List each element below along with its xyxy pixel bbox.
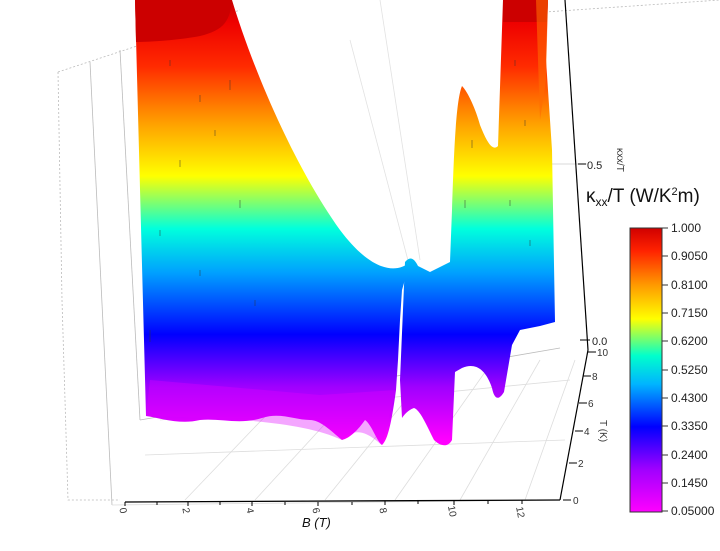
svg-text:12: 12 <box>513 506 526 519</box>
svg-text:10: 10 <box>597 348 609 359</box>
colorbar-tick: 0.2400 <box>671 448 708 462</box>
svg-text:6: 6 <box>309 507 321 515</box>
svg-text:8: 8 <box>592 372 598 383</box>
colorbar-tick: 0.5250 <box>671 363 708 377</box>
colorbar-tick: 0.8100 <box>671 278 708 292</box>
colorbar-tick: 0.7150 <box>671 306 708 320</box>
surface-mesh-marks <box>149 60 531 342</box>
colorbar-tick: 0.3350 <box>671 419 708 433</box>
surface-main <box>135 0 410 445</box>
colorbar-tick: 1.000 <box>671 221 702 235</box>
svg-text:8: 8 <box>376 507 388 515</box>
svg-text:T (K): T (K) <box>597 420 608 442</box>
colorbar-tick: 0.05000 <box>671 504 715 518</box>
svg-text:4: 4 <box>584 427 590 438</box>
t-axis <box>559 349 596 501</box>
svg-text:κxx/T: κxx/T <box>614 148 625 172</box>
colorbar-tick: 0.4300 <box>671 391 708 405</box>
svg-text:B (T): B (T) <box>302 515 331 530</box>
t-axis-labels: 10 8 6 4 2 0 T (K) <box>573 348 609 507</box>
colorbar-tick: 0.1450 <box>671 476 708 490</box>
colorbar-tick: 0.6200 <box>671 334 708 348</box>
svg-text:0.5: 0.5 <box>587 160 602 172</box>
colorbar-tick: 0.9050 <box>671 249 708 263</box>
svg-text:6: 6 <box>588 399 594 410</box>
z-axis: 0.5 0.0 κxx/T <box>564 0 625 351</box>
svg-text:4: 4 <box>243 507 255 515</box>
surface-peak-1 <box>400 0 555 446</box>
svg-text:0: 0 <box>573 496 579 507</box>
svg-text:2: 2 <box>578 459 584 470</box>
colorbar-title: κxx/T (W/K2m) <box>586 186 700 209</box>
b-axis: 0 2 4 6 8 10 12 B (T) <box>116 499 561 530</box>
svg-text:2: 2 <box>179 507 191 515</box>
svg-text:10: 10 <box>445 505 458 518</box>
colorbar <box>629 227 668 513</box>
svg-text:0.0: 0.0 <box>592 336 607 348</box>
svg-text:0: 0 <box>116 507 128 515</box>
